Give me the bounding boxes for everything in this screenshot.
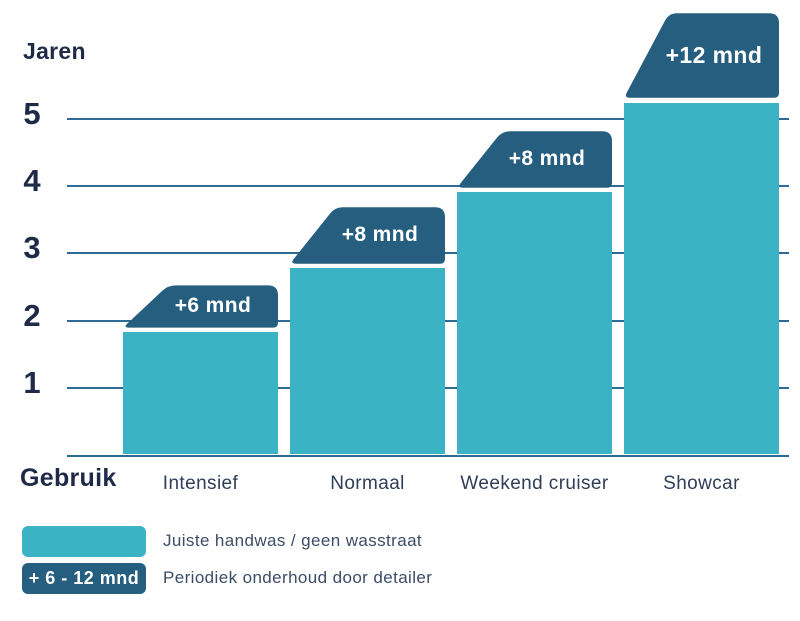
bar-cap-label-showcar: +12 mnd — [665, 42, 763, 69]
legend-row-handwash: Juiste handwas / geen wasstraat — [22, 525, 432, 557]
bar-cap-weekend-cruiser — [459, 131, 612, 188]
ytick-label-2: 2 — [23, 297, 41, 333]
bar-cap-label-intensief: +6 mnd — [174, 293, 252, 317]
ytick-label-3: 3 — [23, 230, 41, 266]
ytick-label-5: 5 — [23, 96, 41, 131]
bar-cap-showcar — [625, 13, 779, 99]
x-label-normaal: Normaal — [330, 473, 405, 494]
legend-row-detailer: + 6 - 12 mnd Periodiek onderhoud door de… — [22, 562, 432, 594]
bar-cap-label-normaal: +8 mnd — [341, 222, 419, 246]
x-label-intensief: Intensief — [162, 473, 239, 494]
x-axis-title: Gebruik — [20, 464, 117, 492]
x-axis-line — [67, 454, 789, 457]
legend-swatch-detailer: + 6 - 12 mnd — [22, 562, 146, 594]
bar-showcar — [624, 102, 779, 454]
legend: Juiste handwas / geen wasstraat + 6 - 12… — [22, 525, 432, 599]
ytick-label-1: 1 — [23, 364, 41, 400]
legend-swatch-handwash — [22, 525, 146, 557]
bar-cap-normaal — [292, 207, 445, 264]
bar-cap-label-weekend-cruiser: +8 mnd — [508, 146, 586, 170]
x-label-showcar: Showcar — [663, 473, 740, 494]
x-label-weekend-cruiser: Weekend cruiser — [460, 473, 609, 494]
bar-intensief — [123, 332, 278, 454]
bar-normaal — [290, 268, 445, 454]
legend-label-handwash: Juiste handwas / geen wasstraat — [163, 531, 423, 550]
bar-cap-intensief — [125, 285, 278, 328]
y-axis-title: Jaren — [23, 38, 86, 64]
legend-label-detailer: Periodiek onderhoud door detailer — [163, 568, 433, 587]
bar-weekend-cruiser — [457, 192, 612, 454]
gridline-5 — [67, 118, 789, 120]
ytick-label-4: 4 — [23, 163, 41, 199]
gridline-4 — [67, 185, 789, 188]
